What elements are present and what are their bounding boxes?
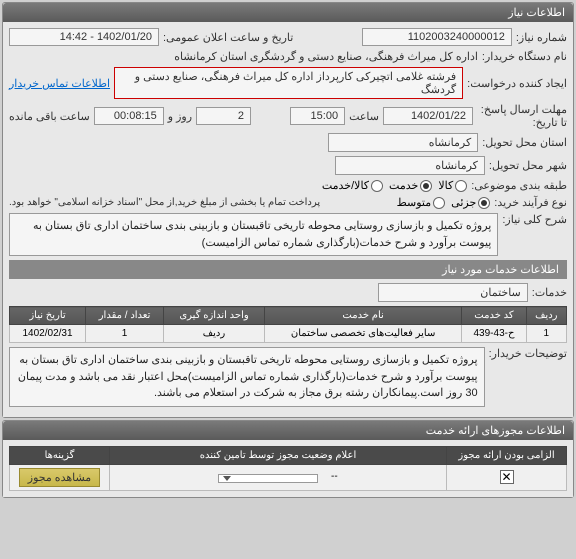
permits-panel-body: الزامی بودن ارائه مجوز اعلام وضعیت مجوز … <box>3 440 573 497</box>
radio-circle-icon <box>433 197 445 209</box>
th-unit: واحد اندازه گیری <box>164 307 265 325</box>
radio-circle-icon <box>371 180 383 192</box>
city-value: کرمانشاه <box>335 156 485 175</box>
permits-panel-title: اطلاعات مجوزهای ارائه خدمت <box>3 421 573 440</box>
th-mandatory: الزامی بودن ارائه مجوز <box>447 446 567 464</box>
permits-panel: اطلاعات مجوزهای ارائه خدمت الزامی بودن ا… <box>2 420 574 498</box>
permits-row: ✕ -- مشاهده مجوز <box>10 464 567 490</box>
deadline-date: 1402/01/22 <box>383 107 473 125</box>
table-row[interactable]: 1 ح-43-439 سایر فعالیت‌های تخصصی ساختمان… <box>10 325 567 343</box>
radio-goods-label: کالا <box>438 179 453 192</box>
th-name: نام خدمت <box>264 307 461 325</box>
td-mandatory: ✕ <box>447 464 567 490</box>
th-status: اعلام وضعیت مجوز توسط تامین کننده <box>110 446 447 464</box>
announce-value: 1402/01/20 - 14:42 <box>9 28 159 46</box>
view-permit-button[interactable]: مشاهده مجوز <box>19 468 100 487</box>
status-dashes: -- <box>331 471 338 482</box>
td-code: ح-43-439 <box>462 325 526 343</box>
buyer-org-label: نام دستگاه خریدار: <box>482 50 567 63</box>
services-sub-header: اطلاعات خدمات مورد نیاز <box>9 260 567 279</box>
purchase-note: پرداخت تمام یا بخشی از مبلغ خرید,از محل … <box>9 197 320 208</box>
deadline-time: 15:00 <box>290 107 345 125</box>
th-options: گزینه‌ها <box>10 446 110 464</box>
checkbox-icon: ✕ <box>500 470 514 484</box>
deadline-label: مهلت ارسال پاسخ: تا تاریخ: <box>477 103 567 129</box>
radio-circle-icon <box>420 180 432 192</box>
purchase-radio-group: جزئی متوسط <box>397 196 491 209</box>
buyer-notes-label: توضیحات خریدار: <box>489 347 567 360</box>
buyer-notes-text: پروژه تکمیل و بازسازی روستایی محوطه تاری… <box>9 347 485 407</box>
permits-table: الزامی بودن ارائه مجوز اعلام وضعیت مجوز … <box>9 446 567 491</box>
permits-header-row: الزامی بودن ارائه مجوز اعلام وضعیت مجوز … <box>10 446 567 464</box>
table-header-row: ردیف کد خدمت نام خدمت واحد اندازه گیری ت… <box>10 307 567 325</box>
services-table: ردیف کد خدمت نام خدمت واحد اندازه گیری ت… <box>9 306 567 343</box>
buyer-contact-link[interactable]: اطلاعات تماس خریدار <box>9 77 110 90</box>
time-label: ساعت <box>349 110 379 123</box>
need-number-value: 1102003240000012 <box>362 28 512 46</box>
chevron-down-icon <box>223 476 231 481</box>
province-value: کرمانشاه <box>328 133 478 152</box>
province-label: استان محل تحویل: <box>482 136 567 149</box>
radio-both-label: کالا/خدمت <box>322 179 369 192</box>
subject-type-label: طبقه بندی موضوعی: <box>471 179 567 192</box>
requester-label: ایجاد کننده درخواست: <box>467 77 567 90</box>
need-number-label: شماره نیاز: <box>516 31 567 44</box>
services-value: ساختمان <box>378 283 528 302</box>
radio-medium[interactable]: متوسط <box>397 196 446 209</box>
services-label: خدمات: <box>532 286 567 299</box>
need-info-panel: اطلاعات نیاز شماره نیاز: 110200324000001… <box>2 2 574 418</box>
remaining-time: 00:08:15 <box>94 107 164 125</box>
purchase-type-label: نوع فرآیند خرید: <box>494 196 567 209</box>
radio-goods[interactable]: کالا <box>438 179 467 192</box>
buyer-org-value: اداره کل میراث فرهنگی، صنایع دستی و گردش… <box>174 50 478 63</box>
subject-radio-group: کالا خدمت کالا/خدمت <box>322 179 467 192</box>
days-remaining: 2 <box>196 107 251 125</box>
radio-service-label: خدمت <box>389 179 418 192</box>
summary-text: پروژه تکمیل و بازسازی روستایی محوطه تاری… <box>9 213 498 256</box>
radio-circle-icon <box>455 180 467 192</box>
panel-title: اطلاعات نیاز <box>3 3 573 22</box>
td-qty: 1 <box>86 325 164 343</box>
radio-both[interactable]: کالا/خدمت <box>322 179 383 192</box>
remaining-label: ساعت باقی مانده <box>9 110 90 123</box>
td-status: -- <box>110 464 447 490</box>
radio-minor[interactable]: جزئی <box>451 196 490 209</box>
td-date: 1402/02/31 <box>10 325 86 343</box>
th-index: ردیف <box>526 307 566 325</box>
td-unit: ردیف <box>164 325 265 343</box>
days-label: روز و <box>168 110 192 123</box>
announce-label: تاریخ و ساعت اعلان عمومی: <box>163 31 293 44</box>
th-date: تاریخ نیاز <box>10 307 86 325</box>
panel-body: شماره نیاز: 1102003240000012 تاریخ و ساع… <box>3 22 573 417</box>
requester-value: فرشته غلامی اتچیرکی کارپرداز اداره کل می… <box>114 67 463 99</box>
td-index: 1 <box>526 325 566 343</box>
radio-minor-label: جزئی <box>451 196 476 209</box>
td-options: مشاهده مجوز <box>10 464 110 490</box>
status-select[interactable] <box>218 474 318 483</box>
radio-circle-icon <box>478 197 490 209</box>
city-label: شهر محل تحویل: <box>489 159 567 172</box>
radio-medium-label: متوسط <box>397 196 432 209</box>
radio-service[interactable]: خدمت <box>389 179 432 192</box>
th-qty: تعداد / مقدار <box>86 307 164 325</box>
summary-label: شرح کلی نیاز: <box>502 213 567 226</box>
td-name: سایر فعالیت‌های تخصصی ساختمان <box>264 325 461 343</box>
th-code: کد خدمت <box>462 307 526 325</box>
